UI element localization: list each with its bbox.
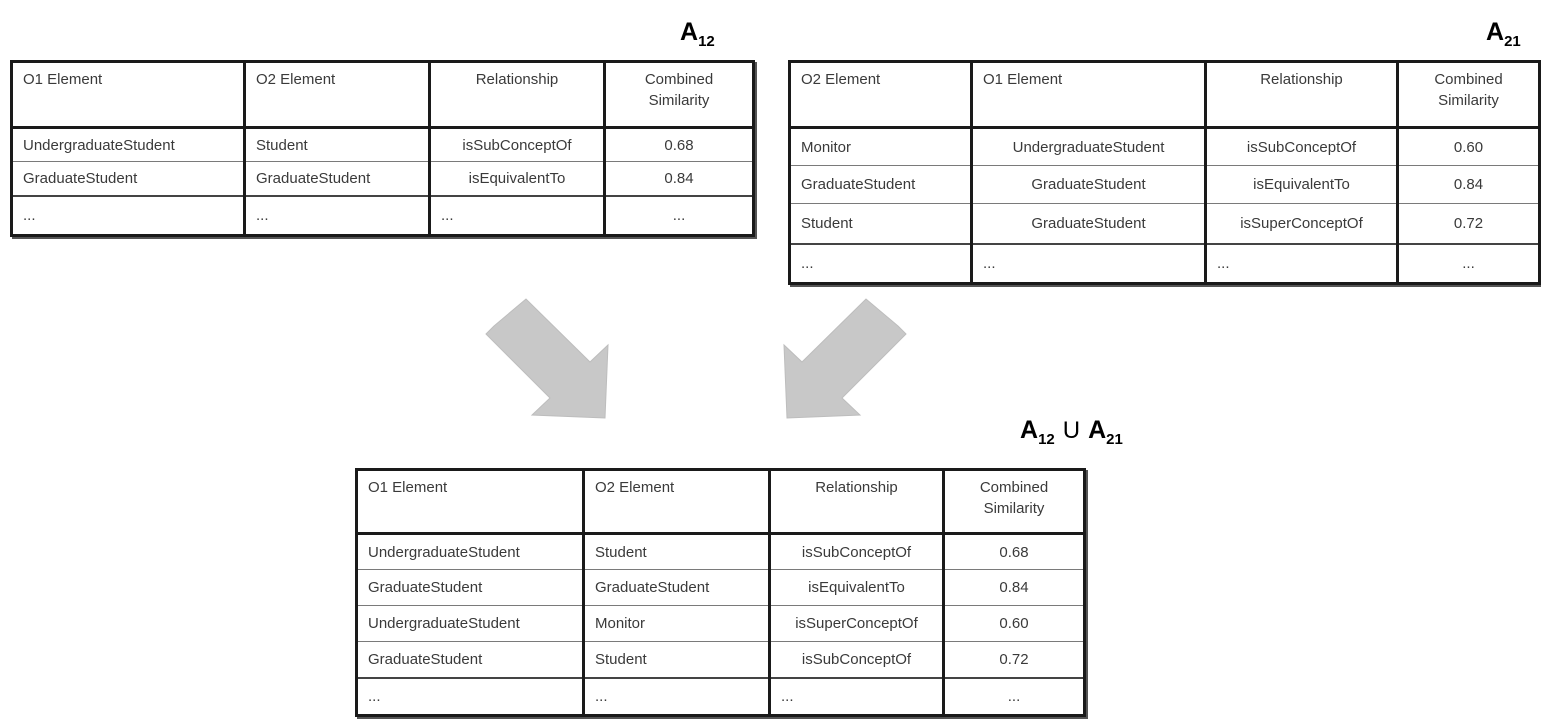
table-row: ... ... ... ...	[356, 676, 1085, 716]
cell: ...	[1205, 242, 1399, 284]
cell: isSubConceptOf	[1205, 127, 1399, 166]
header-o2-element: O2 Element	[583, 469, 771, 535]
header-o1-element: O1 Element	[11, 61, 246, 129]
cell: Monitor	[583, 605, 771, 642]
cell: GraduateStudent	[11, 161, 246, 196]
table-row: GraduateStudent GraduateStudent isEquiva…	[11, 161, 754, 196]
cell: Student	[583, 641, 771, 678]
cell: GraduateStudent	[244, 161, 431, 196]
cell: isEquivalentTo	[429, 161, 606, 196]
cell: GraduateStudent	[789, 165, 973, 204]
cell: isSuperConceptOf	[1205, 203, 1399, 244]
cell: UndergraduateStudent	[356, 533, 585, 570]
cell: ...	[244, 194, 431, 236]
cell: GraduateStudent	[583, 569, 771, 606]
cell: isEquivalentTo	[769, 569, 945, 606]
header-combined-similarity: Combined Similarity	[1397, 61, 1540, 129]
table-row: UndergraduateStudent Student isSubConcep…	[11, 127, 754, 162]
header-o2-element: O2 Element	[244, 61, 431, 129]
cell: isSubConceptOf	[769, 533, 945, 570]
cell: ...	[11, 194, 246, 236]
table-row: GraduateStudent GraduateStudent isEquiva…	[356, 569, 1085, 606]
cell: ...	[769, 676, 945, 716]
cell: GraduateStudent	[356, 569, 585, 606]
cell: 0.84	[604, 161, 754, 196]
cell: isSuperConceptOf	[769, 605, 945, 642]
cell: ...	[789, 242, 973, 284]
cell: GraduateStudent	[971, 203, 1207, 244]
table-row: UndergraduateStudent Monitor isSuperConc…	[356, 605, 1085, 642]
table-a12: O1 Element O2 Element Relationship Combi…	[10, 60, 755, 237]
header-combined-similarity: Combined Similarity	[604, 61, 754, 129]
cell: isSubConceptOf	[429, 127, 606, 162]
table-row: UndergraduateStudent Student isSubConcep…	[356, 533, 1085, 570]
table-row: GraduateStudent Student isSubConceptOf 0…	[356, 641, 1085, 678]
cell: ...	[356, 676, 585, 716]
header-relationship: Relationship	[1205, 61, 1399, 129]
cell: Student	[244, 127, 431, 162]
arrow-left-icon	[485, 298, 609, 419]
label-a12: A12	[680, 18, 715, 50]
cell: ...	[604, 194, 754, 236]
cell: isEquivalentTo	[1205, 165, 1399, 204]
table-a21: O2 Element O1 Element Relationship Combi…	[788, 60, 1541, 285]
label-a21: A21	[1486, 18, 1521, 50]
table-row: Student GraduateStudent isSuperConceptOf…	[789, 203, 1540, 244]
cell: 0.60	[943, 605, 1085, 642]
header-o2-element: O2 Element	[789, 61, 973, 129]
cell: UndergraduateStudent	[971, 127, 1207, 166]
cell: UndergraduateStudent	[356, 605, 585, 642]
table-union: O1 Element O2 Element Relationship Combi…	[355, 468, 1086, 717]
table-row: ... ... ... ...	[11, 194, 754, 236]
header-combined-similarity: Combined Similarity	[943, 469, 1085, 535]
cell: 0.68	[604, 127, 754, 162]
label-union: A12 U A21	[1020, 416, 1123, 448]
cell: isSubConceptOf	[769, 641, 945, 678]
cell: 0.72	[1397, 203, 1540, 244]
cell: ...	[429, 194, 606, 236]
cell: ...	[583, 676, 771, 716]
header-relationship: Relationship	[769, 469, 945, 535]
cell: Student	[583, 533, 771, 570]
cell: 0.84	[943, 569, 1085, 606]
cell: 0.60	[1397, 127, 1540, 166]
header-o1-element: O1 Element	[356, 469, 585, 535]
cell: 0.72	[943, 641, 1085, 678]
header-o1-element: O1 Element	[971, 61, 1207, 129]
cell: 0.68	[943, 533, 1085, 570]
cell: ...	[943, 676, 1085, 716]
cell: ...	[971, 242, 1207, 284]
cell: GraduateStudent	[356, 641, 585, 678]
cell: ...	[1397, 242, 1540, 284]
header-relationship: Relationship	[429, 61, 606, 129]
table-row: ... ... ... ...	[789, 242, 1540, 284]
arrow-right-icon	[783, 298, 907, 419]
